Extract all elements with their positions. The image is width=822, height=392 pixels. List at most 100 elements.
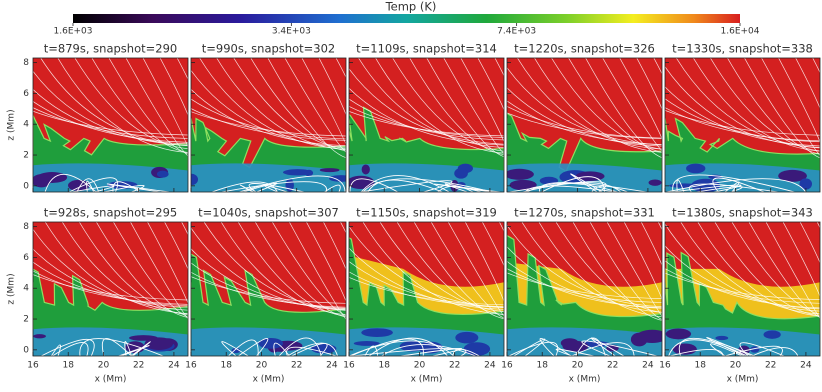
panel-title: t=1109s, snapshot=314 (356, 42, 497, 56)
x-tick-label: 18 (63, 361, 75, 371)
panel-title: t=1330s, snapshot=338 (672, 42, 813, 56)
field-line (306, 222, 346, 302)
x-tick-label: 24 (168, 361, 180, 371)
x-axis-label: x (Mm) (569, 375, 601, 385)
field-loop (666, 178, 807, 192)
field-line (507, 272, 662, 299)
field-loop (44, 174, 97, 192)
x-tick-label: 18 (221, 361, 233, 371)
field-line (271, 222, 346, 316)
field-loop (106, 183, 170, 192)
field-loop (522, 182, 622, 192)
field-line (349, 98, 504, 141)
field-line (665, 245, 820, 310)
field-line (761, 58, 820, 157)
cold-blob (329, 175, 346, 182)
cold-blob (672, 343, 697, 355)
field-line (697, 222, 820, 317)
x-axis-label: x (Mm) (411, 375, 443, 385)
field-line (78, 222, 188, 316)
field-loop (221, 181, 328, 192)
cold-blob (191, 173, 199, 186)
field-loop (79, 338, 164, 356)
y-tick-label: 4 (23, 284, 29, 294)
field-loop (669, 348, 724, 356)
field-line (507, 87, 662, 147)
cold-blob (144, 337, 174, 350)
field-loop (696, 186, 743, 192)
field-loop (248, 183, 304, 192)
y-tick-label: 2 (23, 151, 29, 161)
field-line (191, 262, 346, 309)
x-tick-label: 24 (800, 361, 812, 371)
cold-blob (455, 331, 479, 344)
field-line (778, 58, 820, 143)
panel-frame (348, 57, 505, 193)
field-line (57, 58, 188, 153)
field-line (284, 58, 346, 153)
field-line (507, 224, 662, 308)
field-line (33, 110, 188, 136)
cold-layer (507, 327, 662, 356)
temperature-map (33, 58, 188, 192)
panel-frame (190, 57, 347, 193)
field-line (108, 58, 188, 155)
field-line (191, 248, 346, 310)
field-line (714, 222, 820, 317)
field-loop (118, 345, 150, 356)
field-line (619, 58, 662, 140)
field-line (33, 274, 188, 301)
field-loop (710, 343, 743, 356)
field-line (551, 58, 662, 150)
panel-title: t=1220s, snapshot=326 (514, 42, 655, 56)
cold-blob (349, 175, 375, 189)
panel-title: t=1150s, snapshot=319 (356, 206, 497, 220)
field-line (538, 222, 662, 317)
field-loop (678, 338, 755, 356)
panel-title: t=1270s, snapshot=331 (514, 206, 655, 220)
x-tick-label: 16 (501, 361, 513, 371)
field-line (665, 272, 820, 300)
x-tick-label: 16 (185, 361, 197, 371)
field-line (555, 222, 662, 313)
field-line (216, 58, 346, 151)
x-axis-label: x (Mm) (95, 375, 127, 385)
cold-blob (715, 335, 729, 341)
field-line (443, 58, 504, 155)
x-tick-label: 16 (27, 361, 39, 371)
field-line (507, 100, 662, 145)
field-loop (211, 181, 278, 192)
cold-blob (361, 328, 393, 337)
y-tick-label: 0 (23, 181, 29, 191)
field-line (507, 66, 662, 146)
field-line (33, 270, 188, 305)
field-loop (381, 344, 477, 356)
cold-blob (763, 330, 781, 339)
field-line (507, 105, 662, 139)
field-line (765, 222, 820, 320)
cold-blob (282, 169, 313, 176)
field-line (159, 58, 188, 116)
field-loop (360, 175, 450, 192)
field-line (782, 222, 820, 298)
field-line (521, 222, 662, 313)
field-line (147, 222, 188, 305)
cold-blob (454, 168, 468, 179)
x-tick-label: 16 (343, 361, 355, 371)
field-line (430, 222, 504, 319)
field-line (375, 58, 504, 154)
field-loop (672, 174, 795, 192)
field-loop (571, 342, 635, 356)
x-tick-label: 22 (291, 361, 302, 371)
field-line (727, 58, 820, 155)
field-loop (324, 184, 341, 192)
y-tick-label: 2 (23, 315, 29, 325)
temperature-map (665, 58, 820, 192)
field-line (130, 222, 188, 320)
field-line (665, 109, 820, 136)
field-line (267, 58, 346, 159)
field-loop (41, 338, 95, 356)
cold-blob (463, 342, 491, 356)
cold-blob (33, 334, 46, 339)
panel-frame (664, 57, 821, 193)
